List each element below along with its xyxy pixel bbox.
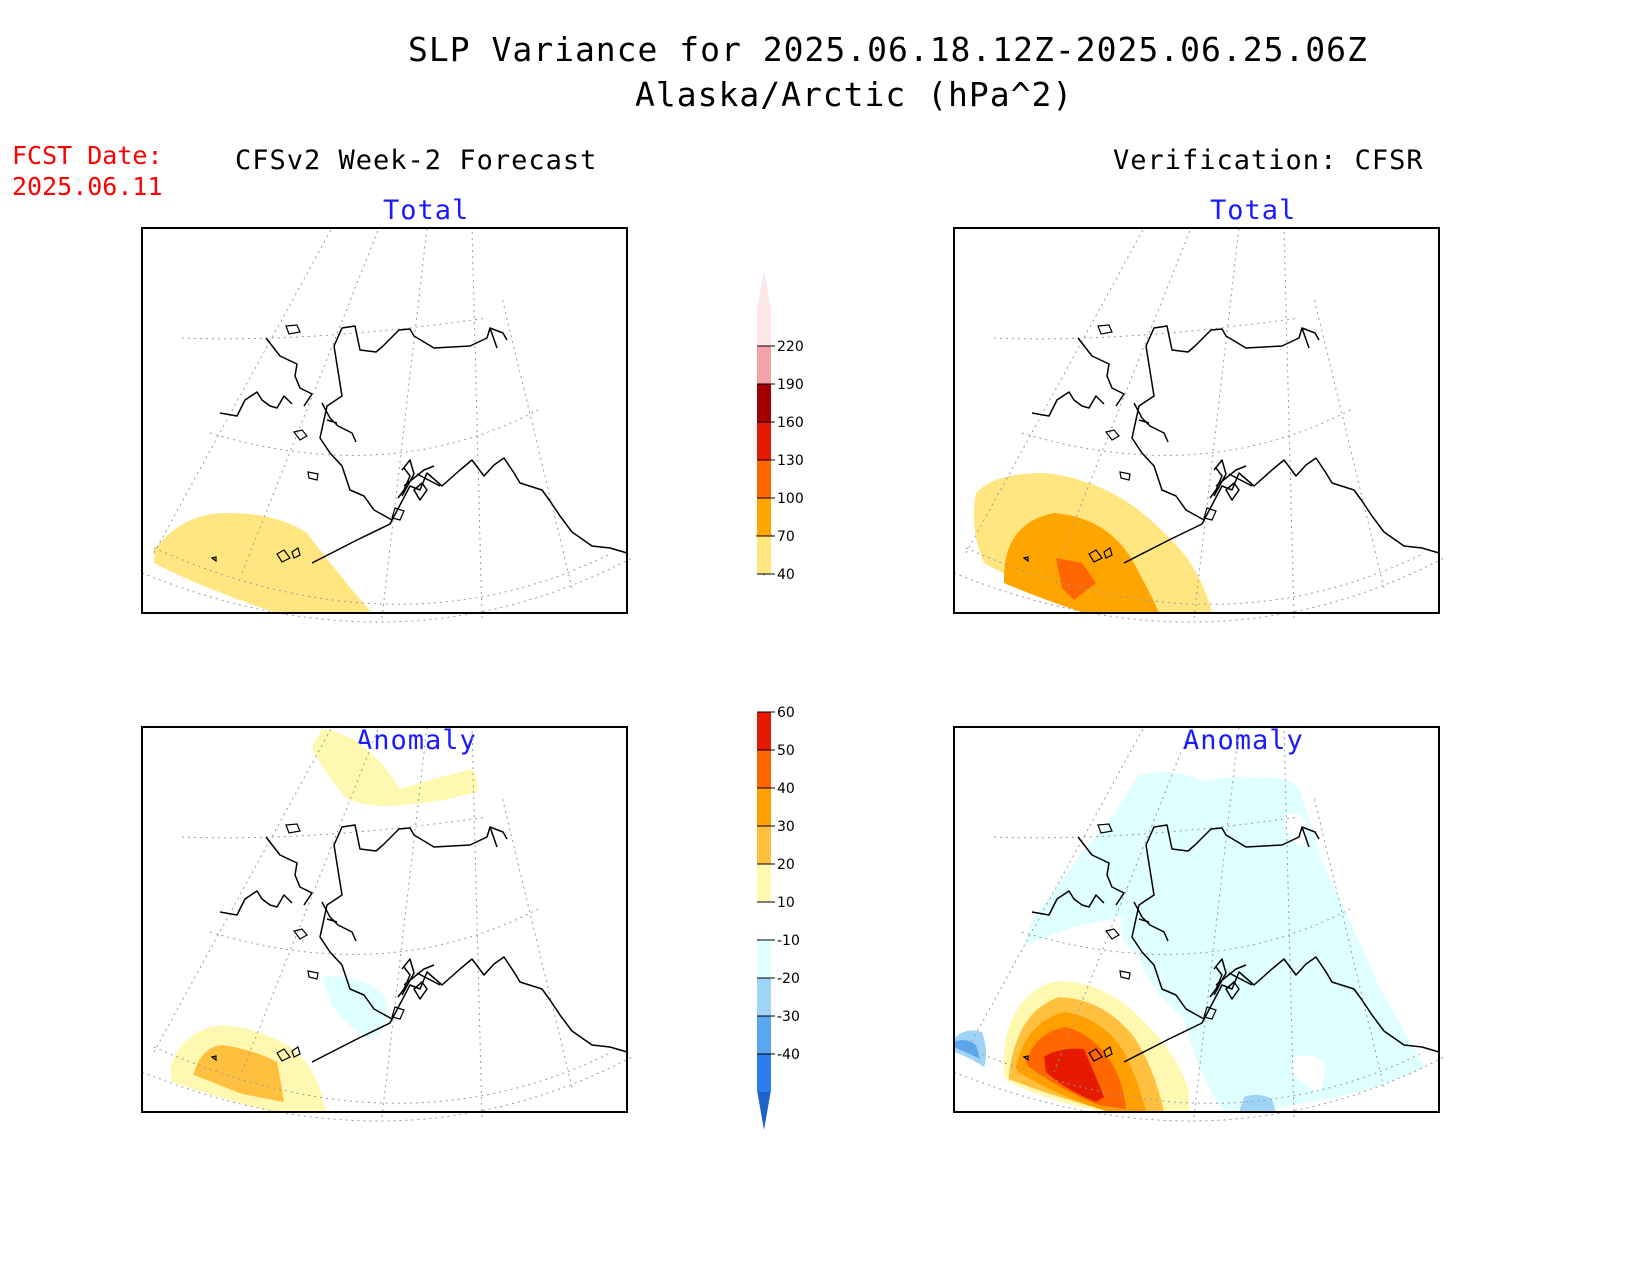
anomaly-shade-neutral [1284, 813, 1307, 847]
legend_anomaly-swatch [757, 864, 771, 902]
map-panel-verification-anomaly [953, 726, 1445, 1122]
variance-shade-40-70 [154, 513, 372, 613]
column-header-forecast: CFSv2 Week-2 Forecast [235, 145, 598, 176]
legend_anomaly-swatch [757, 826, 771, 864]
map-panel-verification-total [953, 227, 1445, 623]
legend_total-swatch [757, 536, 771, 574]
legend_anomaly-tick-label: 50 [777, 743, 795, 759]
legend_total-tick-label: 40 [777, 567, 795, 583]
panel-subtitle-forecast-total: Total [383, 195, 470, 226]
anomaly-shade-neg30-neg40 [954, 1040, 980, 1059]
panel-subtitle-forecast-anomaly: Anomaly [356, 725, 477, 756]
legend_anomaly-tick-label: 60 [777, 705, 795, 721]
legend_anomaly-tick-label: 10 [777, 895, 795, 911]
anomaly-shade-neutral [1292, 1055, 1325, 1092]
legend_total-swatch [757, 460, 771, 498]
legend_anomaly-tick-label: -20 [777, 971, 800, 987]
legend_total-swatch [757, 422, 771, 460]
legend_total-tick-label: 100 [777, 491, 804, 507]
legend_anomaly-tick-label: 30 [777, 819, 795, 835]
legend_total-tick-label: 70 [777, 529, 795, 545]
legend-anomaly-open-low [757, 1090, 771, 1130]
legend_anomaly-tick-label: -10 [777, 933, 800, 949]
legend_total-tick-label: 220 [777, 339, 804, 355]
legend_anomaly-tick-label: -30 [777, 1009, 800, 1025]
legend_total-tick-label: 130 [777, 453, 804, 469]
legend-total-open-high [757, 270, 771, 308]
anomaly-shade-10-20 [312, 729, 478, 807]
legend_total-swatch [757, 346, 771, 384]
anomaly-shade-neg10-neg20 [322, 976, 388, 1038]
chart-title-line2: Alaska/Arctic (hPa^2) [635, 75, 1074, 114]
fcst-date-label: FCST Date: [12, 141, 163, 170]
legend_total-swatch [757, 308, 771, 346]
map-panel-forecast-total [141, 227, 633, 623]
legend_anomaly-tick-label: -40 [777, 1047, 800, 1063]
fcst-date-value: 2025.06.11 [12, 172, 163, 201]
legend-total: 40 70 100 130 160 190 220 [756, 270, 804, 583]
legend_total-tick-label: 190 [777, 377, 804, 393]
legend_anomaly-swatch [757, 1016, 771, 1054]
anomaly-shade-neg20-neg30 [1239, 1094, 1276, 1112]
legend_anomaly-swatch [757, 712, 771, 750]
legend_anomaly-swatch [757, 788, 771, 826]
legend_anomaly-tick-label: 40 [777, 781, 795, 797]
legend_total-swatch [757, 384, 771, 422]
chart-title-line1: SLP Variance for 2025.06.18.12Z-2025.06.… [408, 30, 1368, 69]
legend_total-tick-label: 160 [777, 415, 804, 431]
legend_anomaly-swatch [757, 750, 771, 788]
anomaly-shade-neg10-neg20 [1024, 772, 1424, 1112]
legend_total-swatch [757, 498, 771, 536]
legend_anomaly-swatch [757, 1054, 771, 1092]
legend_anomaly-tick-label: 20 [777, 857, 795, 873]
column-header-verification: Verification: CFSR [1113, 145, 1424, 176]
panel-subtitle-verification-total: Total [1210, 195, 1297, 226]
legend-anomaly: -40 -30 -20 -10 10 20 30 40 50 60 [757, 705, 800, 1130]
panel-subtitle-verification-anomaly: Anomaly [1183, 725, 1304, 756]
legend_anomaly-swatch [757, 940, 771, 978]
legend_anomaly-swatch [757, 978, 771, 1016]
map-panel-forecast-anomaly [141, 726, 633, 1122]
legend_anomaly-swatch [757, 902, 771, 940]
anomaly-shade-50-60 [1044, 1048, 1104, 1102]
